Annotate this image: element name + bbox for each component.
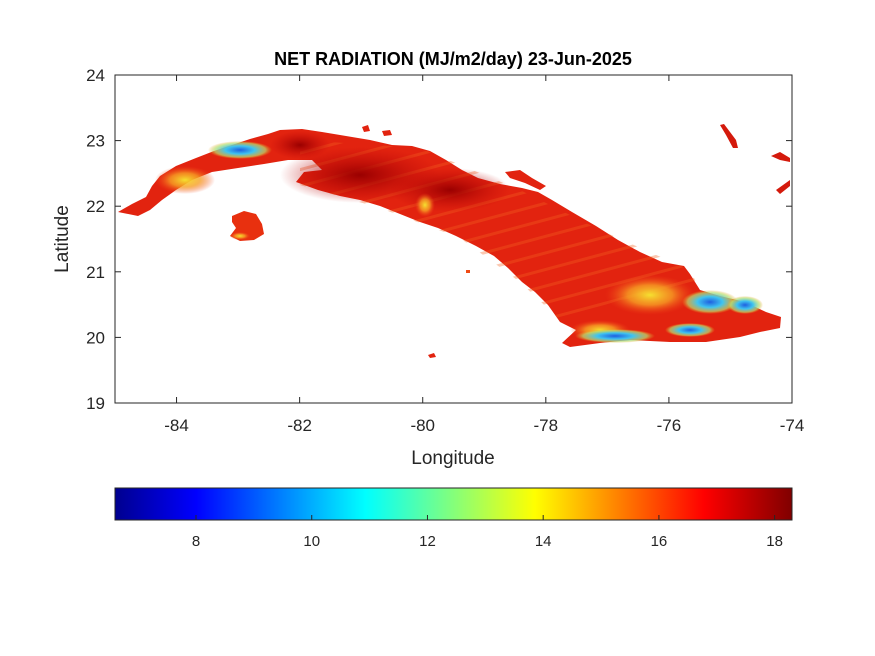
- x-axis: -84 -82 -80 -78 -76 -74: [164, 75, 804, 435]
- east-edge-island-3: [776, 180, 790, 194]
- colorbar-tick-label: 8: [192, 533, 200, 550]
- x-tick-label: -84: [164, 416, 189, 435]
- y-tick-label: 23: [86, 132, 105, 151]
- plot-area: [114, 74, 793, 404]
- low-zone-northwest: [208, 141, 272, 159]
- east-edge-island-1: [720, 124, 738, 148]
- warm-zone-west: [155, 166, 215, 194]
- warm-zone-east: [605, 275, 695, 315]
- colorbar-gradient: [114, 487, 793, 521]
- north-cays: [505, 170, 546, 190]
- y-tick-label: 24: [86, 66, 105, 85]
- y-tick-label: 21: [86, 263, 105, 282]
- map-title: NET RADIATION (MJ/m2/day) 23-Jun-2025: [274, 49, 632, 69]
- south-islets-2: [466, 270, 470, 273]
- x-tick-label: -80: [410, 416, 435, 435]
- cays-small-2: [382, 130, 392, 136]
- colorbar-tick-label: 10: [303, 533, 320, 550]
- low-zone-east-2: [727, 296, 763, 314]
- high-zone-north: [270, 131, 330, 159]
- colorbar-tick-label: 16: [651, 533, 668, 550]
- warm-zone-island: [230, 232, 250, 240]
- x-axis-label: Longitude: [411, 448, 494, 469]
- x-tick-label: -74: [780, 416, 805, 435]
- y-axis: 24 23 22 21 20 19: [86, 66, 792, 413]
- east-edge-island-2: [771, 152, 790, 162]
- y-tick-label: 22: [86, 197, 105, 216]
- y-tick-label: 20: [86, 328, 105, 347]
- high-zone-central: [390, 168, 510, 212]
- low-zone-east-1: [682, 290, 738, 314]
- x-tick-label: -82: [287, 416, 312, 435]
- south-islets: [428, 353, 436, 358]
- y-tick-label: 19: [86, 394, 105, 413]
- y-axis-label: Latitude: [52, 205, 73, 273]
- cuba-net-radiation-layer: [118, 124, 790, 358]
- low-zone-south-coast: [575, 329, 655, 343]
- warm-zone-spot: [415, 193, 435, 217]
- colorbar-ticks: 8 10 12 14 16 18: [192, 515, 783, 550]
- colorbar-tick-label: 18: [766, 533, 783, 550]
- x-tick-label: -76: [657, 416, 682, 435]
- cays-small: [362, 125, 370, 132]
- colorbar: 8 10 12 14 16 18: [114, 487, 793, 550]
- colorbar-tick-label: 12: [419, 533, 436, 550]
- x-tick-label: -78: [534, 416, 559, 435]
- colorbar-tick-label: 14: [535, 533, 552, 550]
- low-zone-south-east: [665, 323, 715, 337]
